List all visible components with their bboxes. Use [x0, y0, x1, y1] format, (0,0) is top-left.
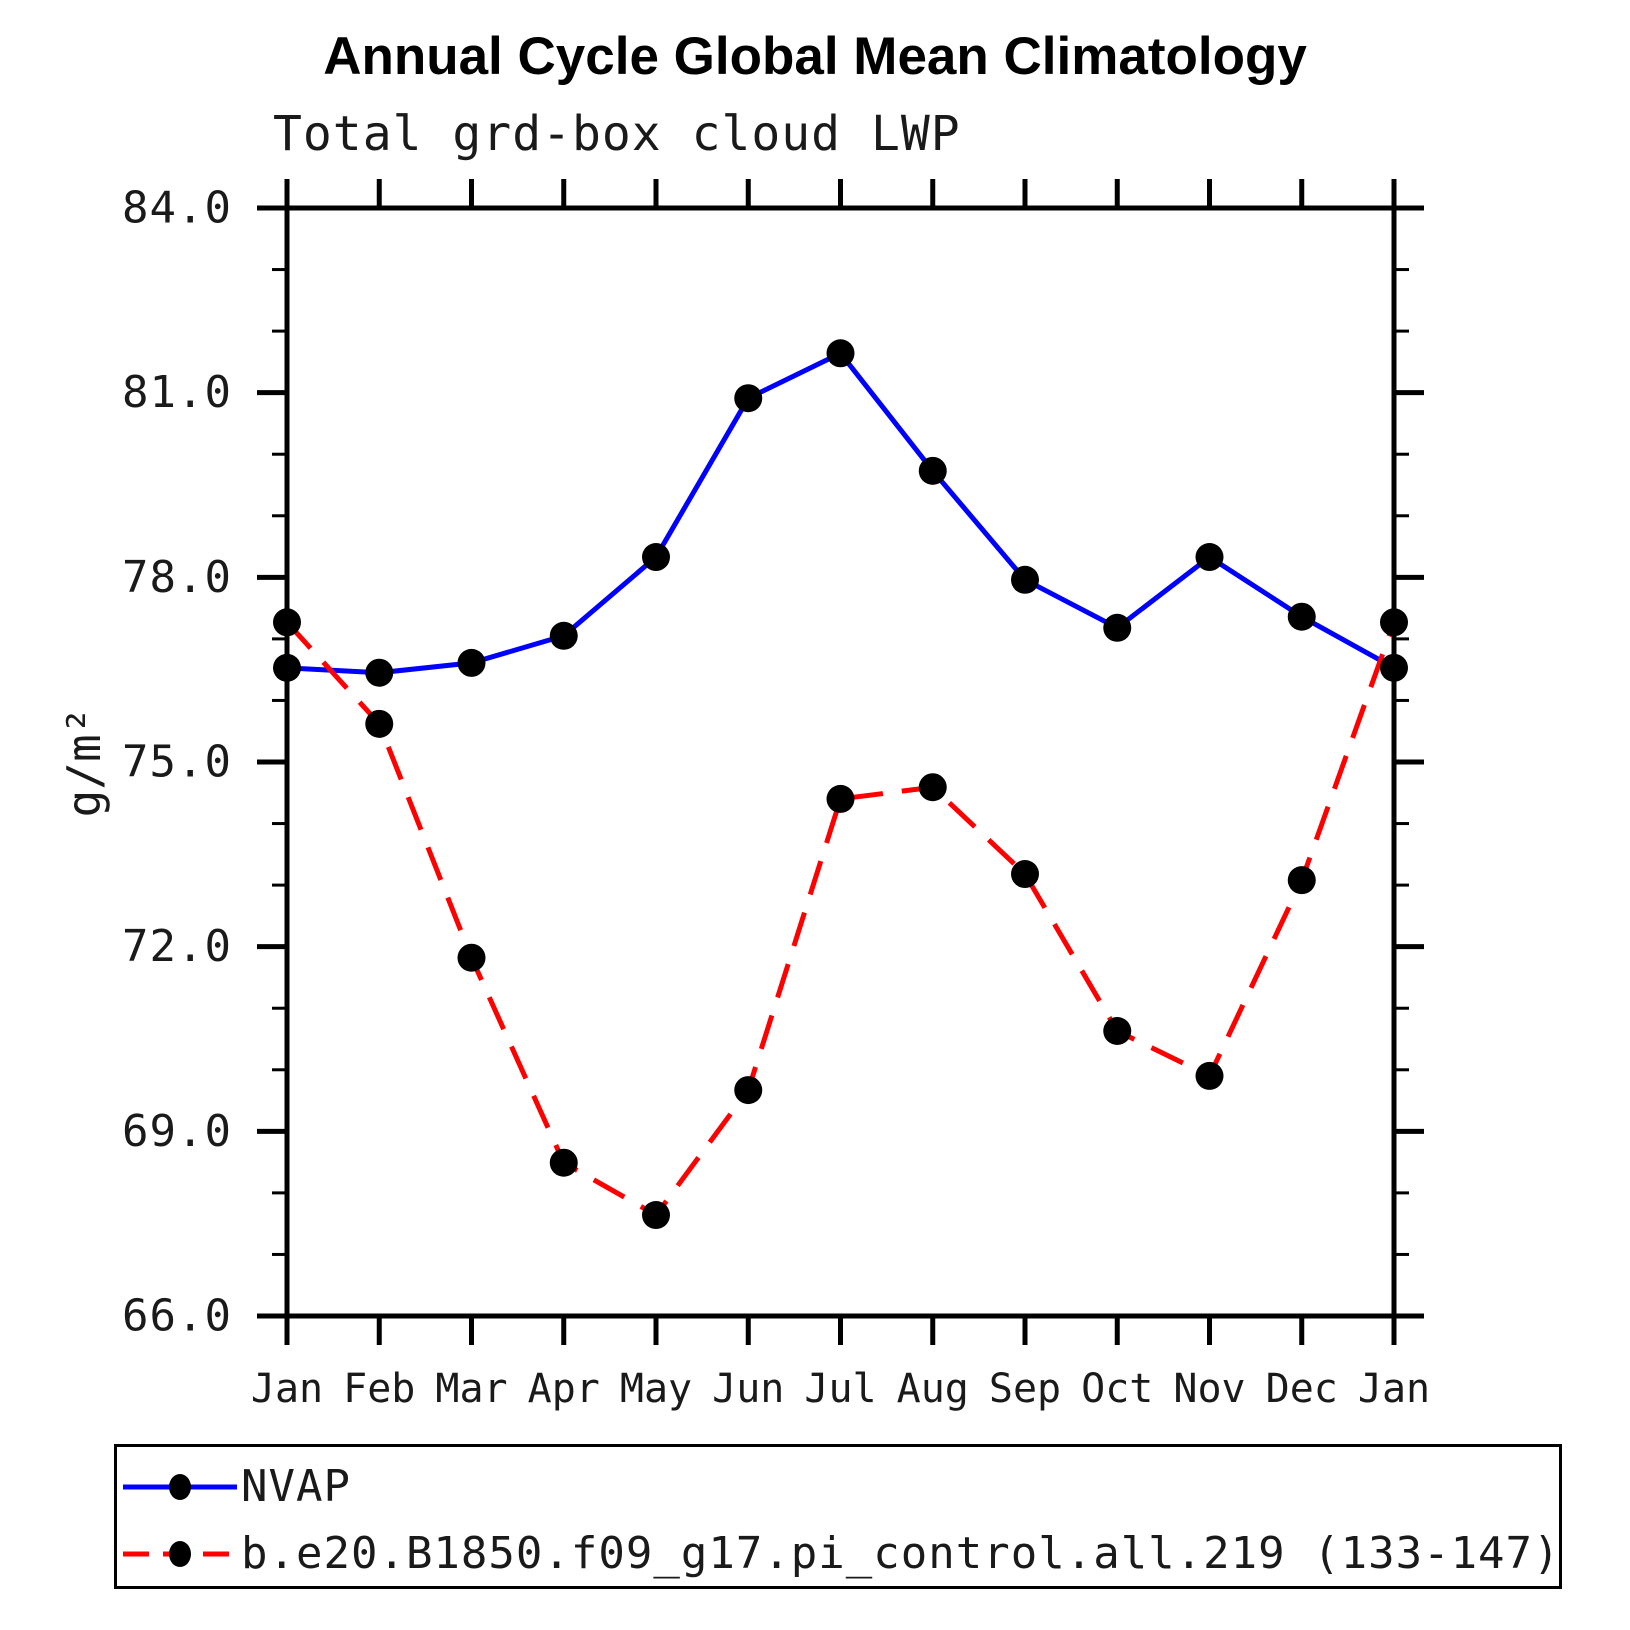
y-tick-label: 81.0 — [122, 367, 232, 418]
chart-subtitle: Total grd-box cloud LWP — [273, 106, 961, 162]
x-tick-label: Jan — [1358, 1366, 1430, 1412]
series-0-marker — [365, 658, 394, 687]
legend-item-model: b.e20.B1850.f09_g17.pi_control.all.219 (… — [121, 1528, 1561, 1579]
x-tick-label: Feb — [343, 1366, 415, 1412]
series-0-marker — [273, 653, 301, 682]
y-axis-label: g/m² — [57, 707, 111, 818]
y-tick-label: 66.0 — [122, 1291, 232, 1342]
series-1-marker — [549, 1148, 578, 1177]
x-tick-label: Mar — [435, 1366, 507, 1412]
x-tick-label: Jan — [251, 1366, 323, 1412]
legend-line-sample-solid — [123, 1474, 237, 1500]
x-tick-label: Jul — [804, 1366, 876, 1412]
series-1-marker — [734, 1076, 763, 1105]
series-line-0 — [286, 350, 1396, 676]
series-1-marker — [642, 1201, 670, 1230]
x-tick-label: Aug — [897, 1366, 969, 1412]
x-tick-label: Dec — [1266, 1366, 1338, 1412]
series-1-marker — [1103, 1016, 1132, 1045]
series-0-marker — [1287, 602, 1316, 631]
series-1-marker — [918, 773, 947, 802]
series-0-marker — [1011, 565, 1039, 594]
series-1-marker — [457, 943, 486, 972]
series-1-marker — [1195, 1061, 1224, 1090]
series-0-marker — [734, 384, 763, 413]
x-tick-label: Nov — [1173, 1366, 1245, 1412]
legend-item-nvap: NVAP — [121, 1461, 351, 1512]
legend: NVAP b.e20.B1850.f09_g17.pi_control.all.… — [114, 1444, 1562, 1589]
x-tick-label: Apr — [528, 1366, 600, 1412]
y-tick-label: 69.0 — [122, 1106, 232, 1157]
series-0-marker — [826, 339, 855, 368]
series-0-marker — [642, 543, 670, 572]
series-1-marker — [826, 784, 855, 813]
chart-title: Annual Cycle Global Mean Climatology — [323, 27, 1307, 86]
legend-label-model: b.e20.B1850.f09_g17.pi_control.all.219 (… — [241, 1528, 1561, 1579]
legend-label-nvap: NVAP — [241, 1461, 351, 1512]
series-1-marker — [1380, 608, 1408, 637]
x-tick-label: Jun — [712, 1366, 784, 1412]
series-1-marker — [1287, 866, 1316, 895]
x-tick-label: Oct — [1081, 1366, 1153, 1412]
series-0-marker — [918, 456, 947, 485]
x-tick-label: Sep — [989, 1366, 1061, 1412]
axis-box — [284, 205, 1397, 1319]
series-1-marker — [1011, 860, 1039, 889]
series-1-marker — [365, 709, 394, 738]
series-0-marker — [1103, 613, 1132, 642]
series-1-marker — [273, 608, 301, 637]
y-tick-label: 75.0 — [122, 737, 232, 788]
series-line-1 — [285, 620, 1397, 1219]
y-tick-label: 72.0 — [122, 921, 232, 972]
series-0-marker — [549, 621, 578, 650]
x-tick-label: May — [620, 1366, 692, 1412]
series-0-marker — [457, 648, 486, 677]
y-tick-label: 84.0 — [122, 183, 232, 234]
y-tick-label: 78.0 — [122, 552, 232, 603]
legend-line-sample-dashed — [123, 1541, 237, 1567]
series-0-marker — [1195, 543, 1224, 572]
series-0-marker — [1380, 653, 1408, 682]
